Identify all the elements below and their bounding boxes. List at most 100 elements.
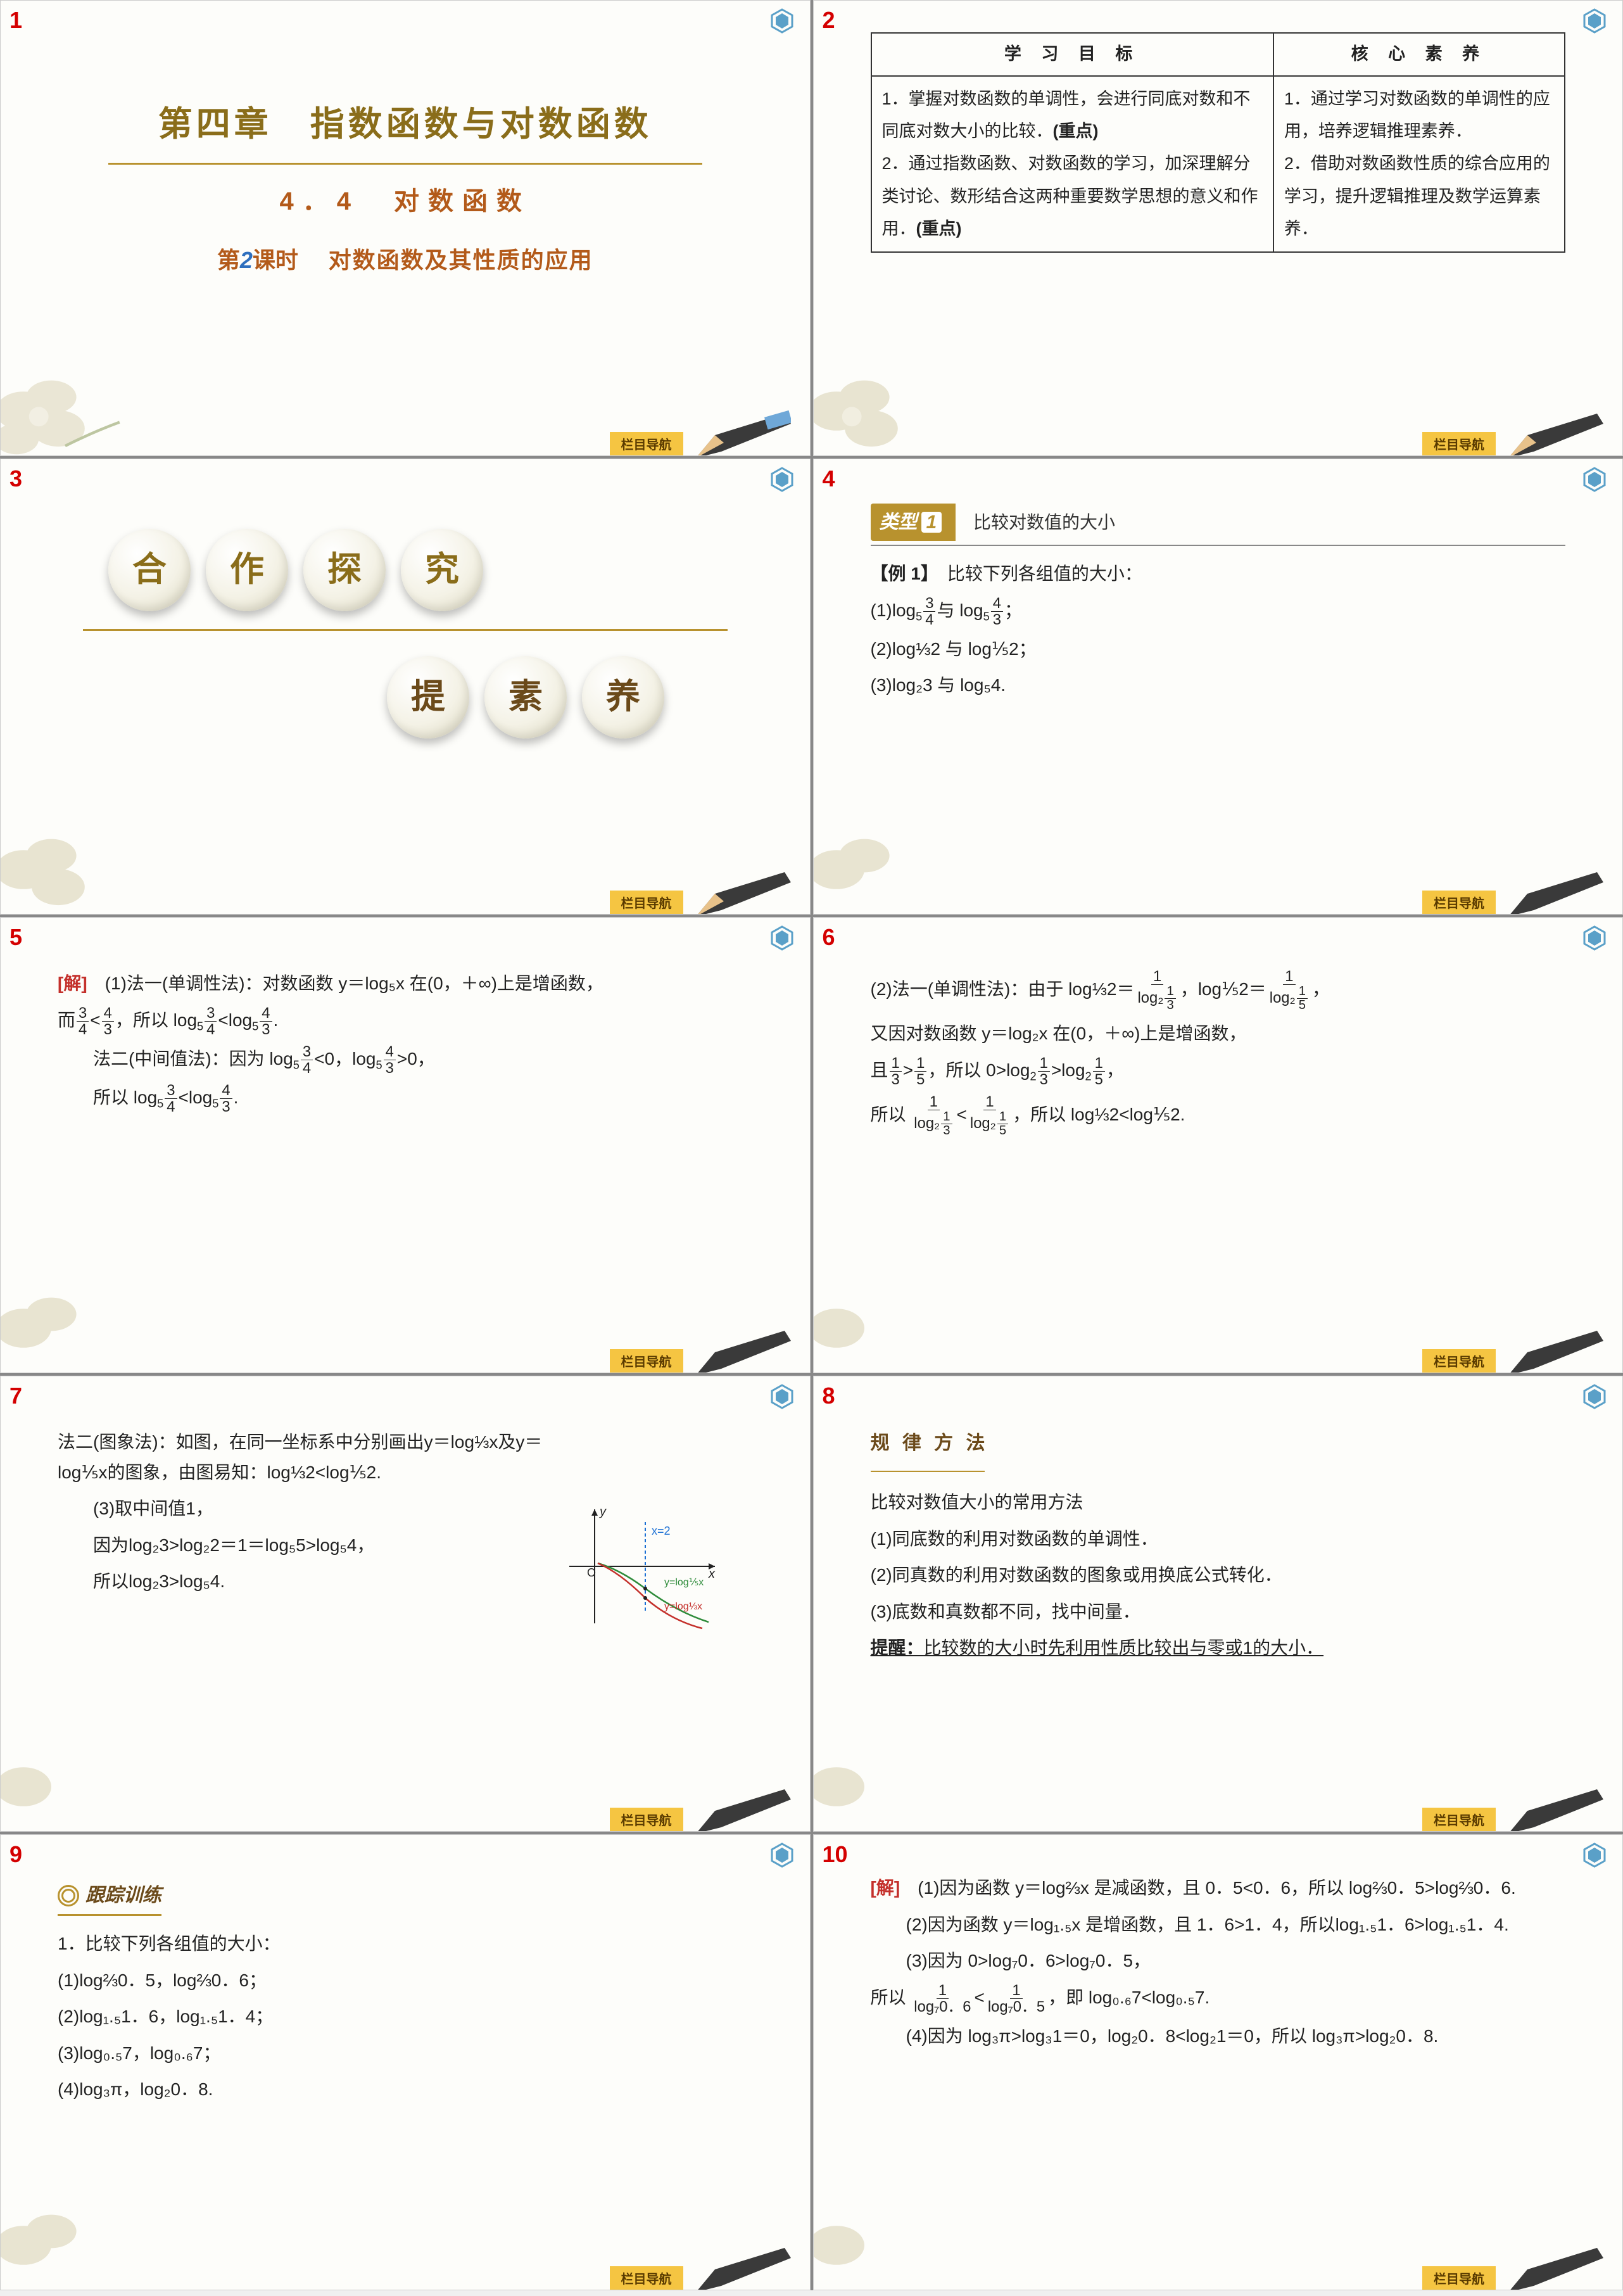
tip-line: 提醒：比较数的大小时先利用性质比较出与零或1的大小． xyxy=(871,1633,1566,1663)
slide-number: 4 xyxy=(823,466,835,492)
circle-row-1: 合 作 探 究 xyxy=(108,529,753,611)
slide-1-content: 第四章 指数函数与对数函数 4．4 对数函数 第2课时 对数函数及其性质的应用 xyxy=(1,1,810,305)
line-4: 所以log₂3>log₅4. xyxy=(93,1566,569,1597)
title-rule xyxy=(108,163,702,165)
slide-7-content: 法二(图象法)：如图，在同一坐标系中分别画出y＝log⅓x及y＝log⅕x的图象… xyxy=(1,1376,810,1628)
line-1: (2)法一(单调性法)：由于 log⅓2＝1log₂13，log⅕2＝1log₂… xyxy=(871,968,1566,1012)
slide-number: 9 xyxy=(9,1841,22,1868)
rule-underline xyxy=(871,1471,985,1472)
section-title: 4．4 对数函数 xyxy=(58,180,753,223)
hex-icon xyxy=(1582,1843,1607,1868)
pencil-ornament xyxy=(696,407,791,456)
slide-8: 8 规 律 方 法 比较对数值大小的常用方法 (1)同底数的利用对数函数的单调性… xyxy=(813,1376,1623,1832)
objectives-table: 学 习 目 标 核 心 素 养 1．掌握对数函数的单调性，会进行同底对数和不同底… xyxy=(871,32,1566,253)
slide-number: 5 xyxy=(9,924,22,951)
track-badge: 跟踪训练 xyxy=(58,1879,161,1916)
line-2: 又因对数函数 y＝log₂x 在(0，＋∞)上是增函数， xyxy=(871,1018,1566,1049)
slide-5: 5 [解] (1)法一(单调性法)：对数函数 y＝log₅x 在(0，＋∞)上是… xyxy=(0,917,811,1373)
pencil-ornament xyxy=(1508,1324,1603,1373)
target-icon xyxy=(58,1885,79,1906)
circle-ti: 提 xyxy=(387,656,469,739)
slide-10: 10 [解] (1)因为函数 y＝log⅔x 是减函数，且 0．5<0．6，所以… xyxy=(813,1834,1623,2290)
item-3: (3)log₀.₅7，log₀.₆7； xyxy=(58,2038,753,2069)
pencil-ornament xyxy=(1508,407,1603,456)
line-3: 且13>15，所以 0>log213>log215， xyxy=(871,1055,1566,1088)
nav-tag[interactable]: 栏目导航 xyxy=(610,432,683,455)
line-2: (2)同真数的利用对数函数的图象或用换底公式转化． xyxy=(871,1560,1566,1590)
circle-he: 合 xyxy=(108,529,191,611)
slide-number: 6 xyxy=(823,924,835,951)
hex-icon xyxy=(769,8,795,34)
flower-ornament xyxy=(0,813,121,915)
line-4: 所以 1log₂13<1log₂15，所以 log⅓2<log⅕2. xyxy=(871,1094,1566,1138)
slide-2-content: 学 习 目 标 核 心 素 养 1．掌握对数函数的单调性，会进行同底对数和不同底… xyxy=(814,1,1623,278)
pencil-ornament xyxy=(1508,866,1603,915)
flower-ornament xyxy=(813,1271,934,1373)
slide-2: 2 学 习 目 标 核 心 素 养 1．掌握对数函数的单调性，会进行同底对数和不… xyxy=(813,0,1623,456)
slide-9-content: 跟踪训练 1．比较下列各组值的大小： (1)log⅔0．5，log⅔0．6； (… xyxy=(1,1835,810,2136)
type-badge: 类型1 xyxy=(871,504,956,541)
line-1: 法二(图象法)：如图，在同一坐标系中分别画出y＝log⅓x及y＝log⅕x的图象… xyxy=(58,1427,569,1487)
pencil-ornament xyxy=(696,866,791,915)
example-stem: 【例 1】 比较下列各组值的大小： xyxy=(871,559,1566,589)
pencil-ornament xyxy=(696,2242,791,2290)
type-underline xyxy=(871,545,1566,546)
hex-icon xyxy=(769,925,795,951)
item-3: (3)log₂3 与 log₅4. xyxy=(871,670,1566,701)
nav-tag[interactable]: 栏目导航 xyxy=(610,1349,683,1373)
line-2: 而34<43，所以 log534<log543. xyxy=(58,1005,753,1037)
slide-6-content: (2)法一(单调性法)：由于 log⅓2＝1log₂13，log⅕2＝1log₂… xyxy=(814,918,1623,1170)
flower-ornament xyxy=(813,813,934,915)
circle-yang: 养 xyxy=(582,656,664,739)
nav-tag[interactable]: 栏目导航 xyxy=(1422,1349,1496,1373)
slide-number: 7 xyxy=(9,1383,22,1409)
nav-tag[interactable]: 栏目导航 xyxy=(1422,2266,1496,2290)
slide-7: 7 法二(图象法)：如图，在同一坐标系中分别画出y＝log⅓x及y＝log⅕x的… xyxy=(0,1376,811,1832)
hex-icon xyxy=(1582,925,1607,951)
line-1: (1)同底数的利用对数函数的单调性． xyxy=(871,1524,1566,1554)
circle-jiu: 究 xyxy=(401,529,483,611)
item-1: (1)log534与 log543； xyxy=(871,595,1566,628)
slide-1: 1 第四章 指数函数与对数函数 4．4 对数函数 第2课时 对数函数及其性质的应… xyxy=(0,0,811,456)
nav-tag[interactable]: 栏目导航 xyxy=(1422,891,1496,914)
slide-10-content: [解] (1)因为函数 y＝log⅔x 是减函数，且 0．5<0．6，所以 lo… xyxy=(814,1835,1623,2083)
slide-number: 10 xyxy=(823,1841,848,1868)
flower-ornament xyxy=(0,2188,121,2290)
line-5: (4)因为 log₃π>log₃1＝0，log₂0．8<log₂1＝0，所以 l… xyxy=(906,2021,1566,2052)
slide-3: 3 合 作 探 究 提 素 养 栏目导航 xyxy=(0,459,811,915)
circle-row-2: 提 素 养 xyxy=(387,656,753,739)
slide-8-content: 规 律 方 法 比较对数值大小的常用方法 (1)同底数的利用对数函数的单调性． … xyxy=(814,1376,1623,1695)
flower-ornament xyxy=(0,354,121,456)
nav-tag[interactable]: 栏目导航 xyxy=(610,2266,683,2290)
slide-number: 1 xyxy=(9,7,22,34)
nav-tag[interactable]: 栏目导航 xyxy=(1422,432,1496,455)
line-3: (3)因为 0>log₇0．6>log₇0．5， xyxy=(906,1946,1566,1976)
type-title: 比较对数值的大小 xyxy=(973,507,1115,540)
circle-zuo: 作 xyxy=(206,529,288,611)
line-3: (3)底数和真数都不同，找中间量． xyxy=(871,1597,1566,1627)
lesson-line: 第2课时 对数函数及其性质的应用 xyxy=(58,241,753,279)
col-header-2: 核 心 素 养 xyxy=(1273,33,1565,76)
nav-tag[interactable]: 栏目导航 xyxy=(610,1808,683,1831)
col-header-1: 学 习 目 标 xyxy=(871,33,1273,76)
pencil-ornament xyxy=(1508,1783,1603,1832)
slide-9: 9 跟踪训练 1．比较下列各组值的大小： (1)log⅔0．5，log⅔0．6；… xyxy=(0,1834,811,2290)
flower-ornament xyxy=(813,1730,934,1832)
hex-icon xyxy=(769,1384,795,1409)
nav-tag[interactable]: 栏目导航 xyxy=(610,891,683,914)
cell-left: 1．掌握对数函数的单调性，会进行同底对数和不同底对数大小的比较．(重点) 2．通… xyxy=(871,76,1273,252)
line-4: 所以 1log₇0．6<1log₇0．5，即 log₀.₆7<log₀.₅7. xyxy=(871,1982,1566,2015)
line-3: 法二(中间值法)：因为 log534<0，log543>0， xyxy=(93,1044,753,1076)
slide-4-content: 类型1 比较对数值的大小 【例 1】 比较下列各组值的大小： (1)log534… xyxy=(814,459,1623,732)
nav-tag[interactable]: 栏目导航 xyxy=(1422,1808,1496,1831)
hex-icon xyxy=(1582,1384,1607,1409)
slide-number: 3 xyxy=(9,466,22,492)
item-4: (4)log₃π，log₂0．8. xyxy=(58,2074,753,2105)
flower-ornament xyxy=(813,2188,934,2290)
line-4: 所以 log534<log543. xyxy=(93,1082,753,1115)
hex-icon xyxy=(769,467,795,492)
slide-grid: 1 第四章 指数函数与对数函数 4．4 对数函数 第2课时 对数函数及其性质的应… xyxy=(0,0,1623,2290)
slide-number: 2 xyxy=(823,7,835,34)
flower-ornament xyxy=(0,1730,121,1832)
slide-4: 4 类型1 比较对数值的大小 【例 1】 比较下列各组值的大小： (1)log5… xyxy=(813,459,1623,915)
